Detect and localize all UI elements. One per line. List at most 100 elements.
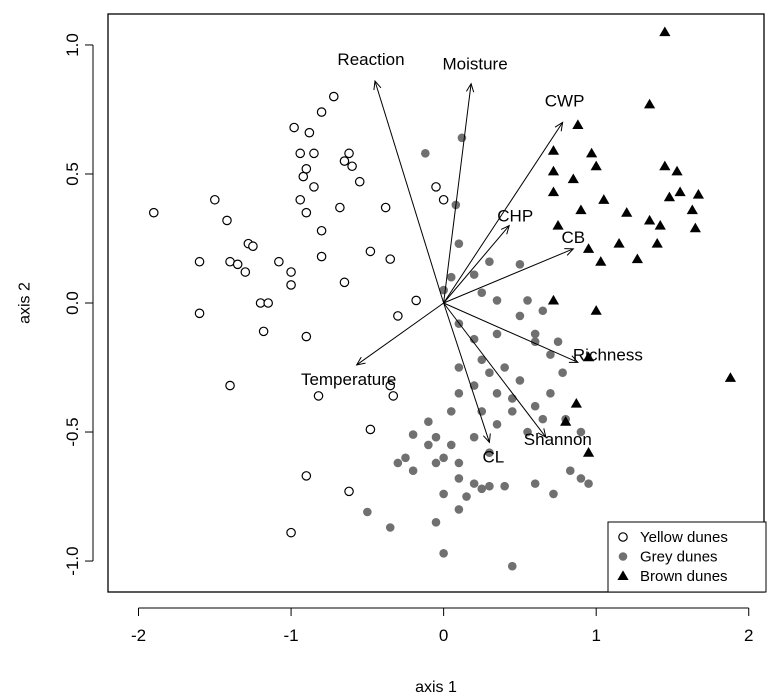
- y-axis: -1.0 -0.5 0.0 0.5 1.0: [63, 33, 94, 576]
- vector-cwp: CWP: [443, 91, 585, 304]
- point-yellow-dunes: [347, 161, 357, 172]
- point-yellow-dunes: [365, 246, 376, 257]
- vector-arrow-line: [443, 248, 574, 304]
- point-yellow-dunes: [248, 241, 258, 252]
- point-brown-dunes: [547, 165, 560, 176]
- point-yellow-dunes: [344, 148, 354, 159]
- vector-arrow-head: [355, 356, 366, 366]
- point-grey-dunes: [462, 492, 471, 501]
- vector-temperature: Temperature: [301, 302, 444, 389]
- point-yellow-dunes: [344, 486, 354, 497]
- point-yellow-dunes: [385, 254, 396, 264]
- point-grey-dunes: [515, 259, 525, 269]
- point-brown-dunes: [659, 160, 671, 171]
- point-yellow-dunes: [301, 471, 312, 481]
- point-grey-dunes: [500, 363, 509, 372]
- point-grey-dunes: [446, 407, 456, 416]
- point-yellow-dunes: [339, 277, 350, 288]
- point-grey-dunes: [439, 548, 448, 558]
- point-yellow-dunes: [225, 380, 235, 391]
- point-yellow-dunes: [388, 391, 399, 401]
- point-yellow-dunes: [354, 176, 365, 187]
- vector-arrow-head: [554, 121, 564, 132]
- legend-entry: Grey dunes: [618, 549, 718, 566]
- point-grey-dunes: [401, 453, 410, 463]
- point-grey-dunes: [558, 368, 567, 377]
- point-grey-dunes: [485, 368, 494, 377]
- vector-arrow-line: [443, 302, 579, 363]
- vector-label: CWP: [545, 91, 585, 110]
- vector-arrow-line: [356, 302, 444, 366]
- point-grey-dunes: [469, 432, 479, 442]
- point-grey-dunes: [469, 479, 479, 488]
- x-axis: -2 -1 0 1 2: [131, 607, 753, 645]
- point-grey-dunes: [431, 432, 441, 442]
- point-brown-dunes: [552, 219, 564, 230]
- point-grey-dunes: [408, 466, 418, 476]
- point-yellow-dunes: [286, 280, 296, 290]
- point-yellow-dunes: [309, 182, 319, 192]
- point-yellow-dunes: [194, 256, 205, 267]
- vector-arrow-head: [465, 82, 475, 93]
- point-brown-dunes: [575, 204, 587, 215]
- point-grey-dunes: [485, 481, 494, 491]
- point-brown-dunes: [689, 222, 701, 233]
- vector-label: CB: [561, 228, 585, 247]
- point-grey-dunes: [469, 381, 479, 390]
- point-yellow-dunes: [301, 331, 312, 342]
- vector-arrow-line: [443, 122, 564, 304]
- plot-frame: [107, 13, 765, 593]
- point-grey-dunes: [492, 419, 502, 429]
- point-brown-dunes: [590, 305, 602, 315]
- vector-cb: CB: [443, 228, 585, 304]
- point-grey-dunes: [492, 296, 502, 305]
- y-tick-label: 1.0: [63, 33, 82, 57]
- point-yellow-dunes: [309, 148, 319, 159]
- point-grey-dunes: [393, 458, 403, 468]
- point-yellow-dunes: [316, 107, 327, 117]
- point-yellow-dunes: [232, 259, 243, 270]
- vector-arrow-line: [443, 225, 510, 304]
- point-grey-dunes: [446, 440, 456, 450]
- vector-shannon: Shannon: [443, 302, 592, 449]
- point-grey-dunes: [431, 458, 441, 468]
- point-grey-dunes: [515, 311, 525, 321]
- point-yellow-dunes: [411, 295, 421, 306]
- point-grey-dunes: [584, 479, 593, 488]
- vector-moisture: Moisture: [442, 55, 508, 304]
- point-grey-dunes: [485, 257, 494, 267]
- point-brown-dunes: [631, 253, 643, 264]
- legend-entry: Yellow dunes: [618, 529, 728, 546]
- point-grey-dunes: [421, 149, 430, 158]
- point-brown-dunes: [613, 238, 625, 248]
- point-brown-dunes: [590, 160, 602, 171]
- vector-arrow-head: [482, 433, 491, 444]
- point-grey-dunes: [523, 427, 532, 437]
- point-yellow-dunes: [298, 171, 309, 182]
- point-yellow-dunes: [339, 156, 350, 166]
- point-yellow-dunes: [431, 182, 441, 192]
- vector-label: CHP: [497, 207, 533, 226]
- point-brown-dunes: [547, 186, 560, 197]
- legend-entries: Yellow dunes Grey dunes Brown dunes: [617, 529, 728, 585]
- point-grey-dunes: [424, 417, 433, 426]
- point-grey-dunes: [454, 505, 464, 514]
- point-grey-dunes: [530, 479, 540, 488]
- point-yellow-dunes: [438, 194, 449, 205]
- point-yellow-dunes: [148, 207, 159, 218]
- vector-arrow-head: [564, 248, 575, 256]
- point-yellow-dunes: [393, 311, 403, 321]
- point-yellow-dunes: [328, 91, 339, 102]
- point-brown-dunes: [567, 173, 579, 184]
- vectors-layer: Reaction Moisture CWP CHP CB Temperature Richn…: [301, 50, 643, 466]
- point-grey-dunes: [500, 481, 509, 491]
- point-brown-dunes: [582, 447, 595, 457]
- series-brown-dunes: [547, 26, 737, 457]
- vector-arrow-head: [373, 79, 382, 91]
- point-brown-dunes: [671, 165, 683, 176]
- point-yellow-dunes: [313, 391, 324, 401]
- point-grey-dunes: [477, 355, 487, 365]
- point-yellow-dunes: [380, 202, 391, 213]
- point-yellow-dunes: [209, 194, 220, 205]
- point-grey-dunes: [530, 401, 540, 411]
